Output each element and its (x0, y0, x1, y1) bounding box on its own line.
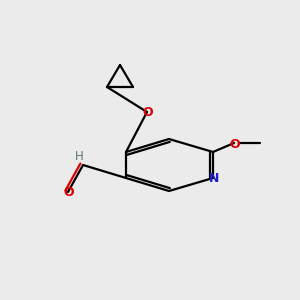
Text: O: O (64, 187, 74, 200)
Text: N: N (209, 172, 219, 185)
Text: H: H (75, 149, 83, 163)
Text: O: O (143, 106, 153, 119)
Text: O: O (230, 137, 240, 151)
